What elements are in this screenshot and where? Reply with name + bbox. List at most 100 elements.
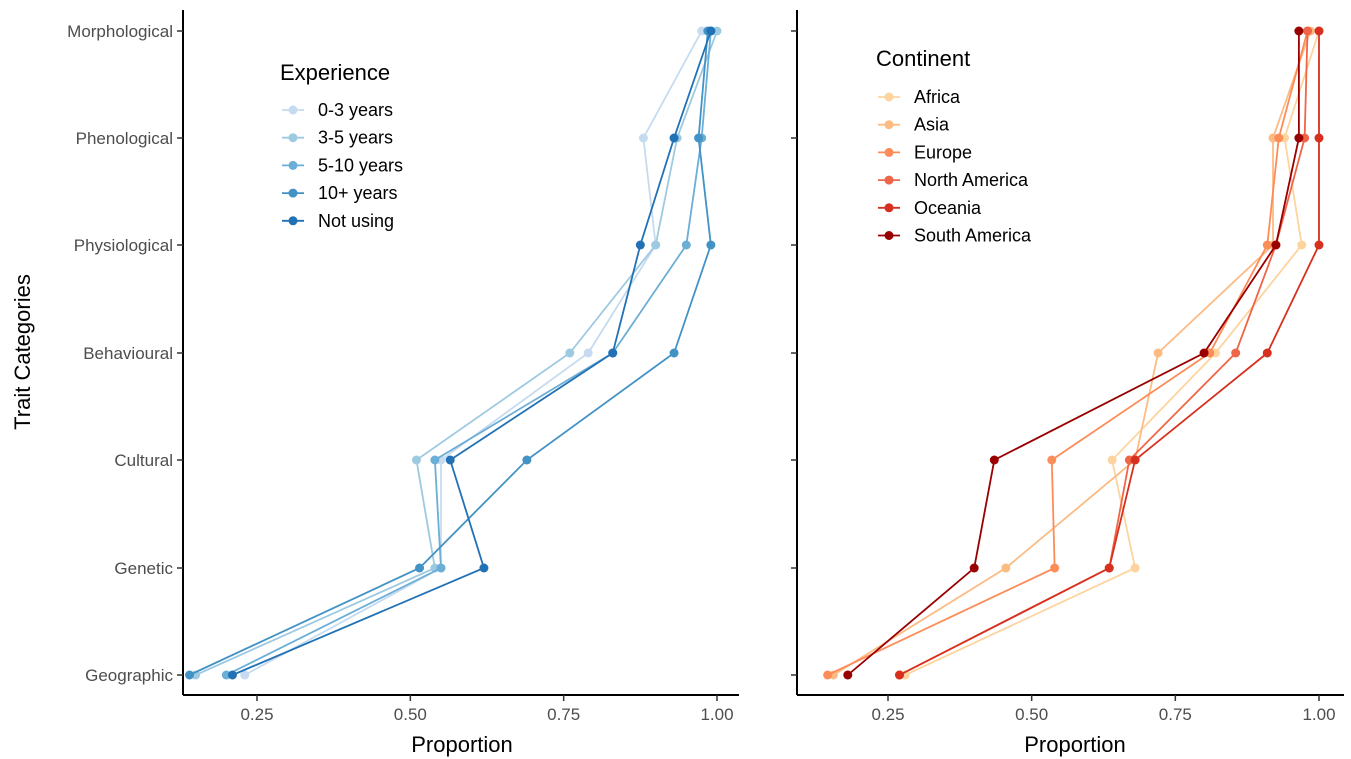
- x-tick-label: 0.50: [1015, 705, 1048, 724]
- legend-item: North America: [878, 170, 1029, 190]
- data-point: [706, 26, 716, 36]
- panel-2: 0.25 0.50 0.75 1.00 Proportion Continent Afric…: [791, 10, 1344, 757]
- data-point: [694, 133, 704, 143]
- x-axis-title: Proportion: [411, 732, 513, 757]
- data-point: [989, 455, 999, 465]
- data-point: [1274, 133, 1284, 143]
- legend-key-point: [884, 92, 894, 102]
- x-tick-label: 0.25: [240, 705, 273, 724]
- legend-key-point: [288, 188, 298, 198]
- data-point: [1199, 348, 1209, 358]
- legend-label: Europe: [914, 142, 972, 162]
- data-point: [565, 348, 575, 358]
- data-point: [681, 240, 691, 250]
- data-point: [843, 670, 853, 680]
- legend-key-point: [884, 203, 894, 213]
- data-point: [1314, 133, 1324, 143]
- series-not-using: [227, 26, 716, 680]
- x-tick-label: 0.25: [871, 705, 904, 724]
- data-point: [445, 455, 455, 465]
- data-point: [1262, 240, 1272, 250]
- series-line: [244, 30, 703, 676]
- legend-label: 0-3 years: [318, 100, 393, 120]
- legend-item: Europe: [878, 142, 972, 162]
- legend-title: Continent: [876, 46, 970, 71]
- data-point: [1107, 455, 1117, 465]
- legend-key-point: [288, 133, 298, 143]
- legend-item: 10+ years: [282, 183, 398, 203]
- data-point: [479, 563, 489, 573]
- data-point: [1294, 133, 1304, 143]
- data-point: [436, 563, 446, 573]
- y-tick-label: Morphological: [67, 22, 173, 41]
- legend-title: Experience: [280, 60, 390, 85]
- data-point: [1231, 348, 1241, 358]
- legend-label: South America: [914, 226, 1032, 246]
- x-tick-label: 1.00: [700, 705, 733, 724]
- x-tick-label: 0.75: [547, 705, 580, 724]
- legend-key-point: [884, 147, 894, 157]
- data-point: [635, 240, 645, 250]
- series-asia: [828, 26, 1315, 680]
- series-south-america: [843, 26, 1304, 680]
- data-point: [1047, 455, 1057, 465]
- series-line: [225, 30, 712, 676]
- data-point: [227, 670, 237, 680]
- data-point: [1262, 348, 1272, 358]
- legend-key-point: [288, 160, 298, 170]
- series-africa: [900, 26, 1324, 680]
- data-point: [1303, 26, 1313, 36]
- x-axis-title: Proportion: [1024, 732, 1126, 757]
- data-point: [651, 240, 661, 250]
- x-tick-label: 1.00: [1302, 705, 1335, 724]
- data-point: [1297, 240, 1307, 250]
- data-point: [522, 455, 532, 465]
- data-point: [415, 563, 425, 573]
- data-point: [894, 670, 904, 680]
- data-point: [1314, 240, 1324, 250]
- panel-1: Geographic Genetic Cultural Behavioural Phys…: [10, 10, 739, 757]
- legend-item: South America: [878, 226, 1032, 246]
- series-line: [189, 30, 712, 676]
- y-tick-label: Genetic: [114, 559, 173, 578]
- data-point: [1001, 563, 1011, 573]
- data-point: [608, 348, 618, 358]
- series-3-5-years: [191, 26, 722, 680]
- data-point: [669, 133, 679, 143]
- legend-item: Africa: [878, 87, 961, 107]
- legend-label: 10+ years: [318, 183, 398, 203]
- legend-label: Not using: [318, 211, 394, 231]
- legend-key-point: [884, 231, 894, 240]
- data-point: [669, 348, 679, 358]
- legend-item: Not using: [282, 211, 394, 231]
- series-line: [195, 30, 718, 676]
- data-point: [706, 240, 716, 250]
- data-point: [823, 670, 833, 680]
- legend-label: Oceania: [914, 198, 982, 218]
- data-point: [583, 348, 593, 358]
- legend-key-point: [884, 175, 894, 185]
- data-point: [1153, 348, 1163, 358]
- x-tick-label: 0.75: [1159, 705, 1192, 724]
- y-tick-label: Cultural: [114, 451, 173, 470]
- legend-key-point: [288, 105, 298, 115]
- data-point: [1130, 455, 1140, 465]
- legend-key-point: [884, 120, 894, 130]
- series-10-years: [185, 26, 716, 680]
- legend-item: 5-10 years: [282, 155, 403, 175]
- data-point: [1314, 26, 1324, 36]
- legend-label: North America: [914, 170, 1029, 190]
- x-tick-label: 0.50: [394, 705, 427, 724]
- y-tick-label: Phenological: [76, 129, 173, 148]
- legend-label: Asia: [914, 115, 950, 135]
- data-point: [1294, 26, 1304, 36]
- y-axis-title: Trait Categories: [10, 274, 35, 430]
- legend-label: 5-10 years: [318, 155, 403, 175]
- legend-item: Oceania: [878, 198, 982, 218]
- series-line: [232, 30, 712, 676]
- data-point: [1271, 240, 1281, 250]
- data-point: [1104, 563, 1114, 573]
- y-tick-label: Physiological: [74, 236, 173, 255]
- legend: Experience 0-3 years 3-5 years 5-10 years 10…: [280, 60, 403, 231]
